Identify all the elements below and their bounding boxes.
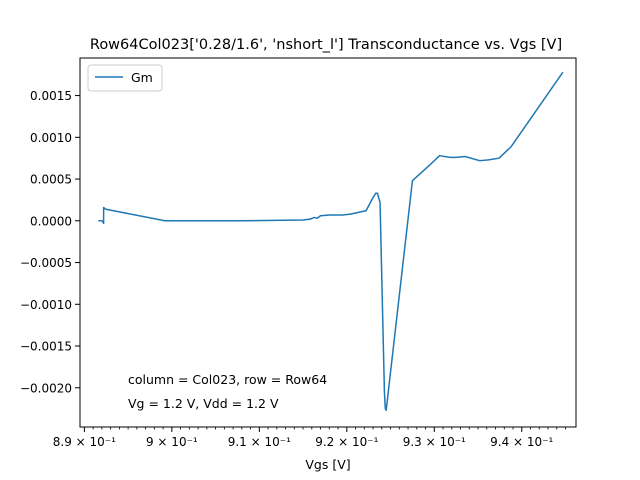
plot-area: 8.9 × 10⁻¹ 9 × 10⁻¹ 9.1 × 10⁻¹ 9.2 × 10⁻¹ 9.… [20,57,577,449]
chart-title: Row64Col023['0.28/1.6', 'nshort_l'] Tran… [90,37,562,53]
annotation-group: column = Col023, row = Row64 Vg = 1.2 V,… [128,372,327,411]
series-line-gm [98,71,564,412]
x-tick-label: 9 × 10⁻¹ [146,435,198,449]
plot-frame [79,57,577,428]
annotation-location: column = Col023, row = Row64 [128,372,327,387]
x-tick-label: 9.2 × 10⁻¹ [315,435,378,449]
x-tick-label: 8.9 × 10⁻¹ [53,435,116,449]
ticks-layer: 8.9 × 10⁻¹ 9 × 10⁻¹ 9.1 × 10⁻¹ 9.2 × 10⁻¹ 9.… [20,89,566,449]
legend-box [87,64,163,92]
series-layer [98,71,564,412]
y-tick-label: −0.0010 [20,298,72,312]
x-tick-label: 9.4 × 10⁻¹ [490,435,553,449]
y-tick-label: −0.0005 [20,256,72,270]
y-tick-label: 0.0000 [30,214,72,228]
legend-label-gm: Gm [131,70,153,85]
y-tick-label: 0.0015 [30,89,72,103]
x-tick-label: 9.3 × 10⁻¹ [403,435,466,449]
x-axis-label: Vgs [V] [305,457,350,472]
y-tick-label: 0.0010 [30,131,72,145]
y-tick-label: −0.0020 [20,381,72,395]
legend: Gm [87,64,163,92]
annotation-voltages: Vg = 1.2 V, Vdd = 1.2 V [128,396,279,411]
x-tick-label: 9.1 × 10⁻¹ [228,435,291,449]
y-tick-label: 0.0005 [30,173,72,187]
y-tick-label: −0.0015 [20,340,72,354]
